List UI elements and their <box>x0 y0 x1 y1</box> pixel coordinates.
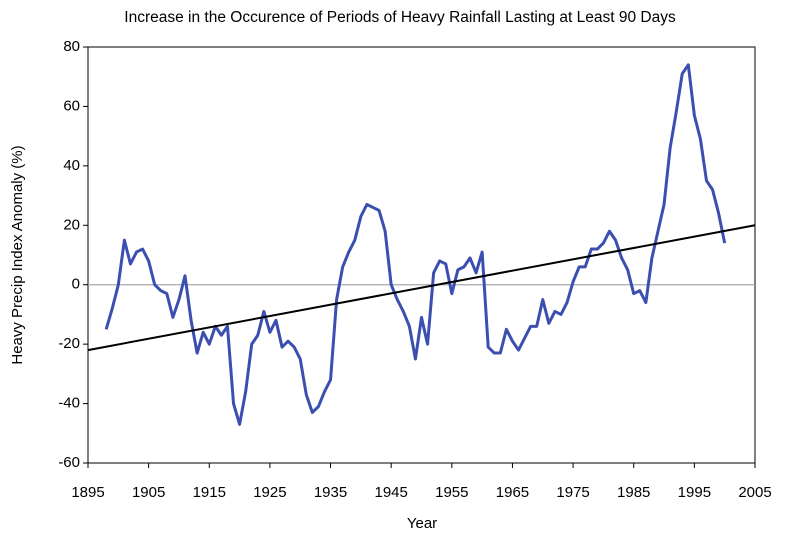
y-tick-label: 20 <box>63 216 80 233</box>
x-tick-label: 1935 <box>314 484 347 501</box>
x-tick-label: 2005 <box>738 484 771 501</box>
trend-line <box>87 224 756 352</box>
x-tick-label: 1985 <box>617 484 650 501</box>
y-tick-label: -40 <box>58 395 80 412</box>
x-tick-label: 1905 <box>132 484 165 501</box>
y-tick-label: 80 <box>63 38 80 55</box>
x-tick-label: 1915 <box>193 484 226 501</box>
x-tick-label: 1925 <box>253 484 286 501</box>
x-tick-label: 1945 <box>374 484 407 501</box>
x-tick-label: 1955 <box>435 484 468 501</box>
plot-frame <box>87 46 756 464</box>
y-tick-label: 60 <box>63 97 80 114</box>
y-tick-label: -20 <box>58 335 80 352</box>
x-tick-label: 1995 <box>678 484 711 501</box>
y-tick-label: 40 <box>63 157 80 174</box>
x-tick-label: 1895 <box>71 484 104 501</box>
y-axis-label: Heavy Precip Index Anomaly (%) <box>9 145 26 364</box>
x-axis-label: Year <box>407 515 437 532</box>
data-line <box>104 63 727 426</box>
y-tick-label: -60 <box>58 454 80 471</box>
x-tick-label: 1975 <box>556 484 589 501</box>
chart-title: Increase in the Occurence of Periods of … <box>124 9 676 26</box>
x-tick-label: 1965 <box>496 484 529 501</box>
y-tick-label: 0 <box>72 276 80 293</box>
